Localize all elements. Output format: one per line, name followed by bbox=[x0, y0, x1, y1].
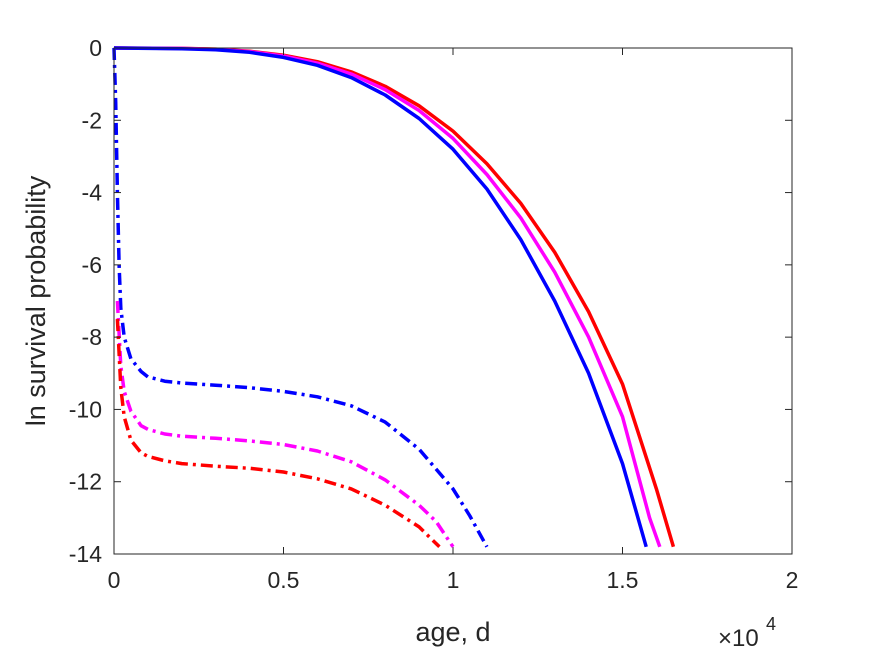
x-tick-label: 1.5 bbox=[607, 567, 639, 593]
x-exponent: ×10 4 bbox=[718, 614, 776, 652]
y-tick-label: -10 bbox=[69, 396, 102, 422]
x-axis-label: age, d bbox=[415, 617, 490, 647]
series-line-3 bbox=[113, 46, 648, 548]
series-line-5 bbox=[115, 300, 455, 548]
series-layer bbox=[112, 46, 676, 549]
x-tick-label: 1 bbox=[447, 567, 460, 593]
plot-area bbox=[114, 48, 792, 554]
x-exponent-base: ×10 bbox=[718, 625, 759, 652]
y-tick-label: -14 bbox=[69, 541, 102, 567]
y-tick-label: 0 bbox=[89, 35, 102, 61]
y-tick-label: -6 bbox=[82, 252, 102, 278]
x-tick-label: 2 bbox=[786, 567, 799, 593]
series-line-4 bbox=[112, 47, 489, 548]
x-tick-label: 0 bbox=[108, 567, 121, 593]
x-tick-label: 0.5 bbox=[268, 567, 300, 593]
x-exponent-power: 4 bbox=[766, 614, 776, 634]
y-tick-label: -8 bbox=[82, 324, 102, 350]
y-axis-label: ln survival probability bbox=[21, 175, 51, 426]
y-ticks: 0 -2 -4 -6 -8 -10 -12 -14 bbox=[69, 35, 792, 567]
y-tick-label: -4 bbox=[82, 180, 103, 206]
series-line-6 bbox=[115, 319, 441, 549]
x-ticks: 0 0.5 1 1.5 2 bbox=[108, 48, 799, 593]
y-tick-label: -12 bbox=[69, 469, 102, 495]
y-tick-label: -2 bbox=[82, 107, 102, 133]
